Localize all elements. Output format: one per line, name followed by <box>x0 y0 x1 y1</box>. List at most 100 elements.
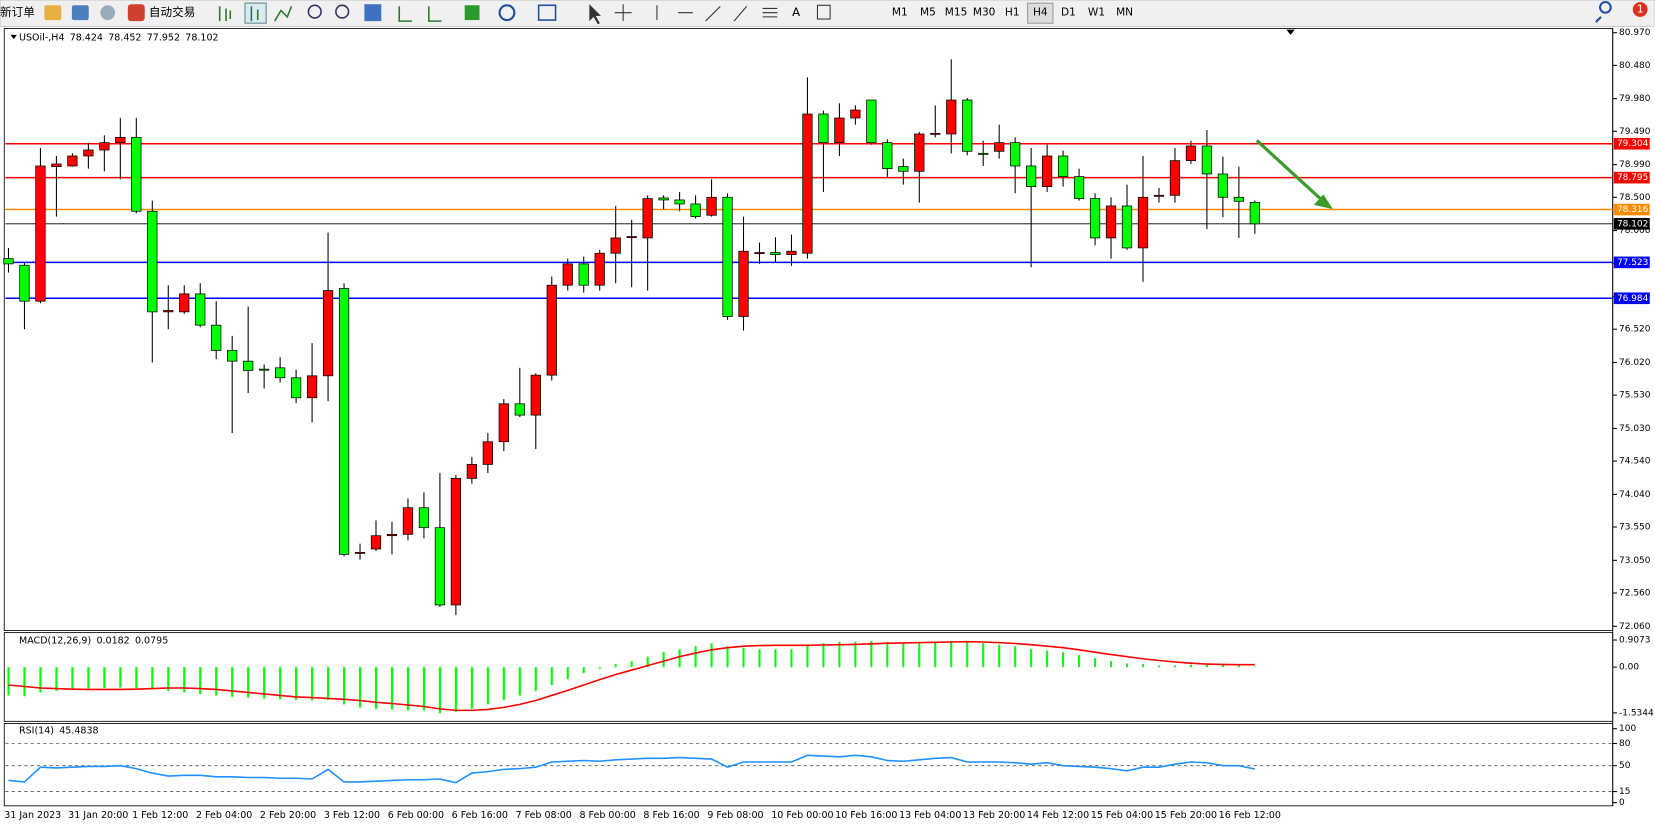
toolbar <box>0 0 1655 27</box>
indicators-icon[interactable] <box>464 5 480 21</box>
candle-body <box>594 252 605 286</box>
panel-header: 78.102 <box>185 33 218 44</box>
auto-trading-button[interactable]: 自动交易 <box>149 5 195 19</box>
x-tick-label: 10 Feb 16:00 <box>835 810 897 821</box>
candle-body <box>674 199 685 205</box>
x-tick-label: 31 Jan 20:00 <box>68 810 128 821</box>
candle-body <box>1105 205 1117 239</box>
level-price-box <box>1613 171 1650 184</box>
zoom-out-icon[interactable] <box>335 4 350 19</box>
timeframe-button[interactable]: M5 <box>920 7 936 19</box>
timeframe-button[interactable]: M15 <box>945 7 968 19</box>
candle-body <box>530 374 541 416</box>
icon[interactable] <box>244 2 267 25</box>
candle-body <box>658 197 669 201</box>
templates-icon[interactable] <box>537 4 557 21</box>
candle-body <box>115 136 126 144</box>
candle-body <box>227 350 238 362</box>
x-tick-label: 9 Feb 08:00 <box>707 810 763 821</box>
x-tick-label: 7 Feb 08:00 <box>516 810 572 821</box>
tile-icon[interactable] <box>364 4 382 22</box>
y-tick-label: 78.500 <box>1619 193 1651 203</box>
candle-body <box>786 250 797 255</box>
timeframe-button[interactable]: M1 <box>892 7 908 19</box>
candle-body <box>450 478 462 606</box>
candle-body <box>1233 196 1244 202</box>
icon[interactable] <box>71 5 89 21</box>
y-tick-label: -1.5344 <box>1619 708 1654 718</box>
shift-marker <box>1286 29 1295 35</box>
icon[interactable] <box>398 6 442 22</box>
icon[interactable] <box>250 6 259 22</box>
cursor-icon[interactable] <box>589 4 601 25</box>
y-tick-label: 72.560 <box>1619 588 1651 598</box>
x-tick-label: 6 Feb 16:00 <box>452 810 508 821</box>
candle-body <box>275 367 286 379</box>
candle-body <box>1153 194 1165 197</box>
icon[interactable] <box>100 5 116 21</box>
candle-body <box>147 210 158 313</box>
candle-body <box>51 163 62 168</box>
y-tick-label: 73.550 <box>1619 523 1651 533</box>
level-price-label: 78.316 <box>1617 205 1649 215</box>
candle-body <box>562 263 573 286</box>
icon[interactable] <box>44 5 62 21</box>
candle-body <box>1121 205 1133 249</box>
trend-arrow <box>1255 139 1333 210</box>
timeframe-button[interactable]: M30 <box>973 7 996 19</box>
text-tool[interactable]: A <box>792 5 800 19</box>
arrow-shaft <box>1255 139 1322 200</box>
x-tick-label: 13 Feb 04:00 <box>899 810 961 821</box>
y-tick-label: 100 <box>1619 724 1636 734</box>
level-price-label: 76.984 <box>1617 294 1649 304</box>
periods-icon[interactable] <box>498 4 516 22</box>
timeframe-button[interactable]: MN <box>1116 7 1133 19</box>
timeframe-button[interactable]: D1 <box>1061 7 1076 19</box>
label-tool[interactable] <box>816 4 831 20</box>
y-tick-label: 0.00 <box>1619 663 1639 673</box>
panel-header: RSI(14) <box>19 725 54 736</box>
new-order-button[interactable]: 新订单 <box>0 5 35 19</box>
icon[interactable] <box>218 6 232 22</box>
y-tick-label: 73.050 <box>1619 556 1651 566</box>
x-tick-label: 8 Feb 16:00 <box>643 810 699 821</box>
search-icon[interactable] <box>1595 1 1612 23</box>
candle-body <box>546 284 557 376</box>
zoom-in-icon[interactable] <box>307 4 322 19</box>
timeframe-button[interactable]: H4 <box>1033 7 1048 19</box>
x-tick-label: 15 Feb 20:00 <box>1155 810 1217 821</box>
candle-body <box>195 293 206 326</box>
timeframe-button[interactable]: W1 <box>1088 7 1105 19</box>
timeframe-bar: M1 M5 M15 M30 H1 H4 D1 W1 MN <box>892 2 1133 24</box>
y-tick-label: 78.000 <box>1619 226 1651 236</box>
candle-body <box>322 290 334 377</box>
notification-badge[interactable] <box>1632 2 1648 17</box>
candle-body <box>1201 145 1213 175</box>
candle-body <box>1089 198 1101 239</box>
candle-body <box>818 113 829 144</box>
icon[interactable] <box>273 6 293 22</box>
candle-body <box>498 403 509 443</box>
candle-body <box>514 403 525 416</box>
candle-body <box>626 236 637 239</box>
y-tick-label: 80.970 <box>1619 28 1651 38</box>
drawing-tools[interactable] <box>614 4 778 22</box>
candle-body <box>290 377 302 399</box>
y-tick-label: 74.540 <box>1619 457 1651 467</box>
candle-body <box>962 99 973 152</box>
auto-trading-icon[interactable] <box>127 4 145 22</box>
candle-body <box>163 310 174 313</box>
macd-signal-line <box>8 640 1255 712</box>
timeframe-button[interactable]: H1 <box>1005 7 1020 19</box>
y-tick-label: 74.040 <box>1619 490 1651 500</box>
x-tick-label: 8 Feb 00:00 <box>580 810 636 821</box>
arrow-head <box>1313 194 1333 210</box>
level-price-box <box>1613 203 1650 216</box>
y-tick-label: 75.530 <box>1619 391 1651 401</box>
candle-body <box>1057 155 1069 177</box>
y-tick-label: 15 <box>1619 787 1630 797</box>
candle-body <box>259 368 270 371</box>
y-tick-label: 0 <box>1619 798 1625 808</box>
